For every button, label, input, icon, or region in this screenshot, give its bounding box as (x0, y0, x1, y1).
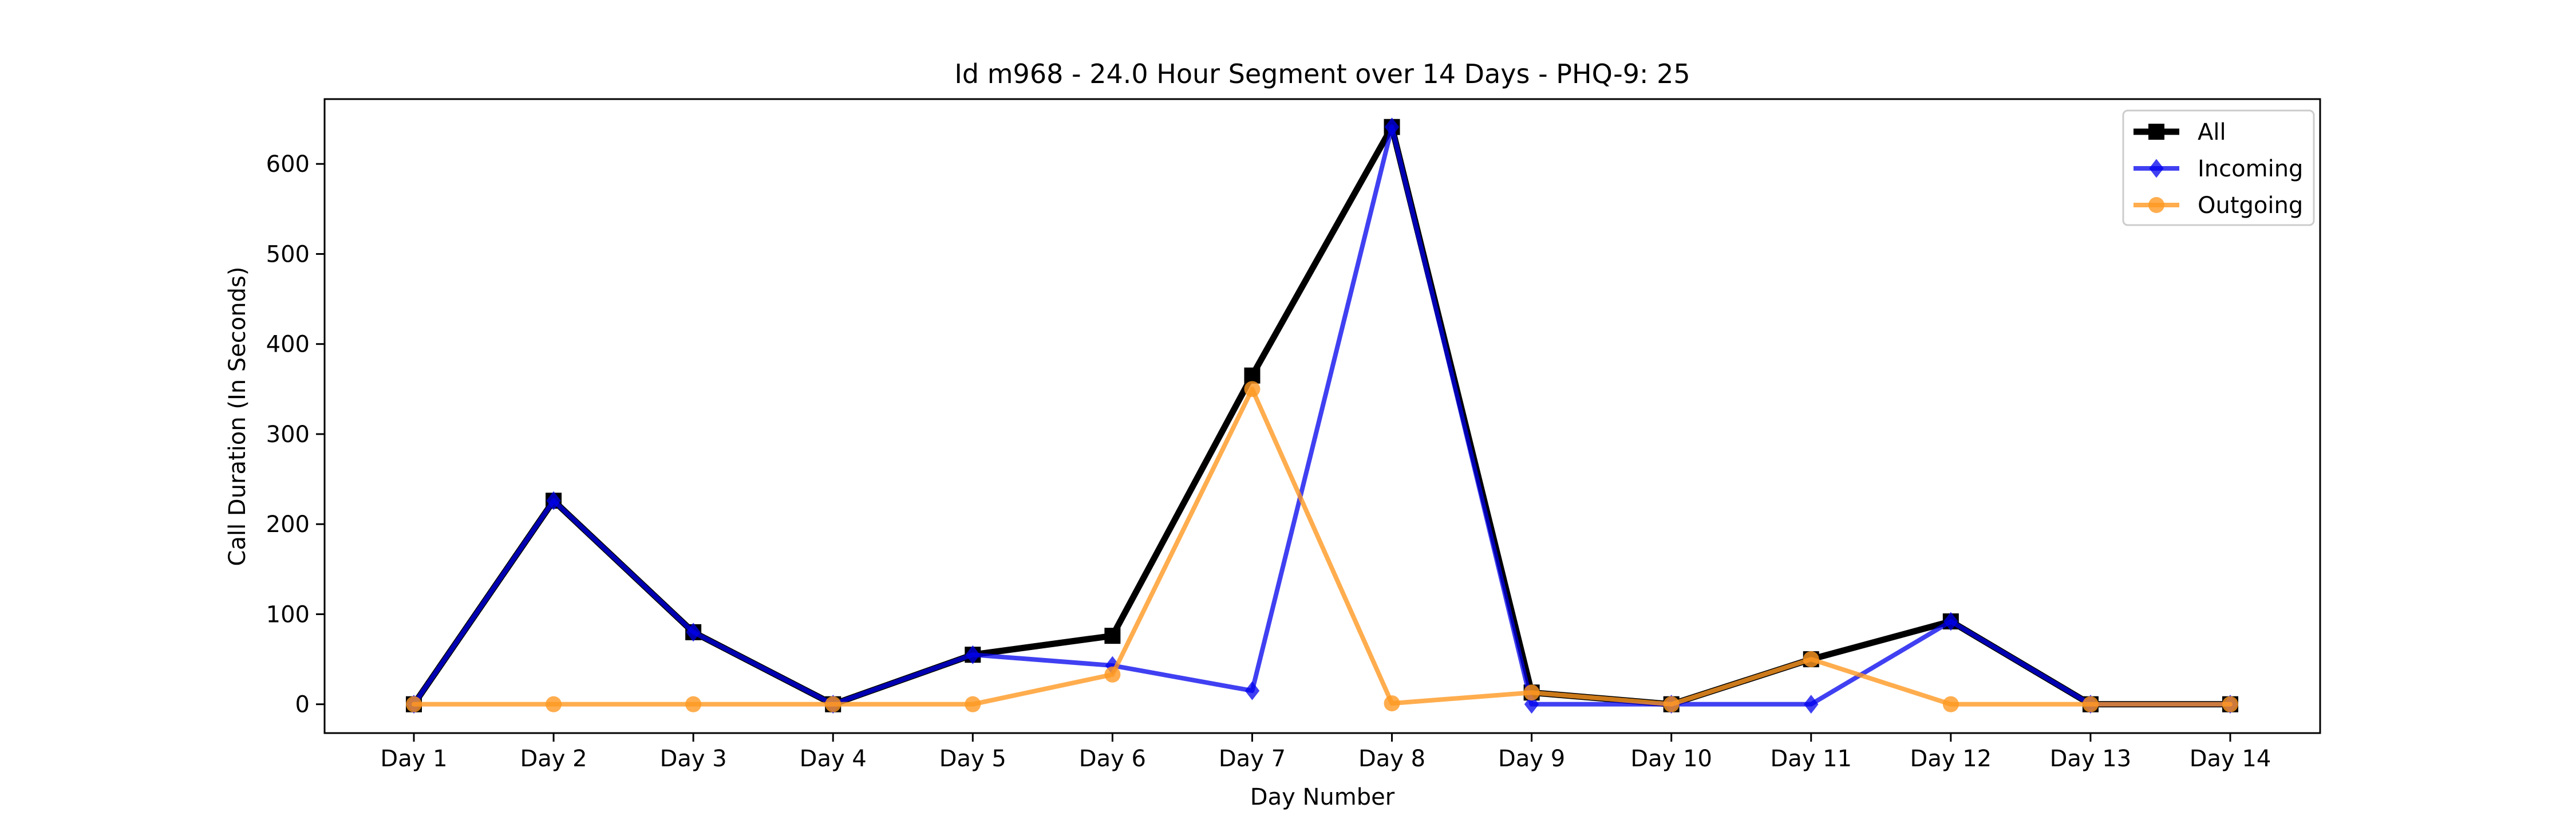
data-point-all (1244, 367, 1261, 384)
plot-frame (323, 98, 2321, 734)
legend-box (2122, 109, 2315, 226)
data-point-outgoing (1942, 696, 1959, 712)
data-point-incoming (546, 491, 561, 510)
series-line-outgoing (412, 387, 2233, 707)
legend-entry-incoming: Incoming (2134, 156, 2303, 182)
data-point-outgoing (406, 696, 422, 712)
x-tick-label: Day 12 (1910, 746, 1992, 772)
data-point-incoming (1804, 695, 1819, 714)
legend-label-incoming: Incoming (2198, 156, 2303, 182)
legend-label-outgoing: Outgoing (2198, 192, 2303, 219)
y-tick-label: 100 (266, 601, 310, 628)
data-point-outgoing (1384, 695, 1400, 712)
legend-marker-all (2148, 124, 2164, 140)
x-tick-label: Day 2 (520, 746, 587, 772)
data-point-outgoing (1523, 684, 1540, 701)
series-outgoing (406, 381, 2238, 712)
x-tick-label: Day 3 (660, 746, 727, 772)
x-tick-label: Day 1 (380, 746, 447, 772)
data-point-all (1104, 628, 1121, 644)
x-tick-label: Day 9 (1498, 746, 1565, 772)
y-tick-label: 500 (266, 241, 310, 267)
data-point-outgoing (2222, 696, 2238, 712)
x-tick-label: Day 4 (800, 746, 867, 772)
x-tick-label: Day 6 (1079, 746, 1146, 772)
data-point-outgoing (1663, 696, 1680, 712)
data-point-outgoing (1803, 651, 1819, 668)
x-tick-label: Day 14 (2190, 746, 2271, 772)
data-point-incoming (686, 623, 701, 642)
x-axis-label: Day Number (1250, 784, 1395, 810)
data-point-outgoing (1244, 381, 1261, 397)
y-tick-label: 0 (295, 692, 310, 718)
x-tick-label: Day 8 (1358, 746, 1425, 772)
axes: 0 100 200 300 400 500 600 Day 1 Day 2 Day 3 Day 4 D… (266, 151, 2271, 772)
data-point-incoming (1384, 117, 1400, 137)
data-point-incoming (965, 645, 981, 664)
data-point-outgoing (546, 696, 562, 712)
y-tick-label: 600 (266, 151, 310, 178)
x-tick-label: Day 5 (939, 746, 1006, 772)
legend-marker-outgoing (2148, 197, 2164, 213)
data-point-outgoing (685, 696, 702, 712)
series-line-incoming (412, 124, 2233, 707)
legend-entry-outgoing: Outgoing (2134, 192, 2303, 219)
data-point-incoming (1943, 612, 1958, 631)
y-tick-label: 300 (266, 422, 310, 448)
data-point-outgoing (1104, 666, 1121, 683)
data-point-outgoing (2082, 696, 2099, 712)
legend-marker-incoming (2149, 159, 2164, 178)
data-point-outgoing (965, 696, 981, 712)
x-tick-label: Day 10 (1630, 746, 1712, 772)
plot-area (406, 117, 2238, 714)
x-tick-label: Day 11 (1770, 746, 1852, 772)
legend-entry-all: All (2134, 119, 2226, 145)
x-tick-label: Day 13 (2050, 746, 2132, 772)
legend: All Incoming Outgoing (2122, 109, 2315, 226)
x-tick-label: Day 7 (1219, 746, 1286, 772)
data-point-outgoing (825, 696, 841, 712)
y-axis-label: Call Duration (In Seconds) (224, 267, 251, 566)
data-point-incoming (1244, 681, 1260, 700)
chart-title: Id m968 - 24.0 Hour Segment over 14 Days… (954, 58, 1690, 89)
legend-label-all: All (2198, 119, 2226, 145)
y-tick-label: 200 (266, 511, 310, 538)
y-tick-label: 400 (266, 332, 310, 358)
